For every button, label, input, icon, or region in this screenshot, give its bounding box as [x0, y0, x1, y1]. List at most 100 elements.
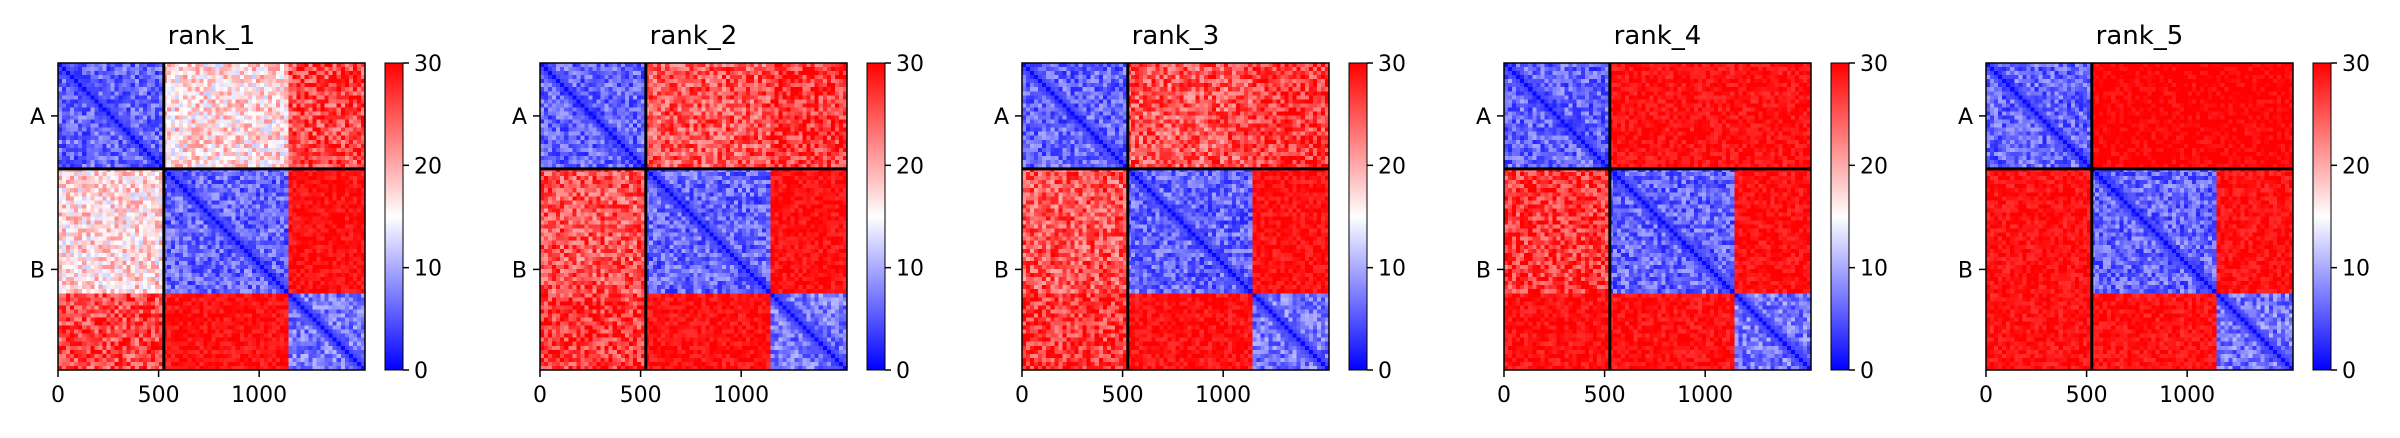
heatmap-cell	[231, 196, 237, 201]
heatmap-cell	[235, 321, 241, 327]
heatmap-cell	[66, 123, 71, 129]
heatmap-cell	[324, 293, 330, 298]
heatmap-cell	[304, 289, 310, 294]
heatmap-cell	[336, 244, 342, 250]
heatmap-cell	[352, 224, 358, 230]
heatmap-cell	[231, 155, 237, 161]
heatmap-cell	[255, 151, 261, 157]
heatmap-cell	[78, 159, 83, 165]
heatmap-cell	[215, 192, 221, 197]
heatmap-cell	[255, 87, 261, 92]
heatmap-cell	[348, 236, 354, 242]
heatmap-cell	[110, 131, 116, 137]
heatmap-cell	[360, 79, 366, 84]
heatmap-cell	[82, 83, 87, 88]
heatmap-cell	[235, 159, 241, 165]
heatmap-cell	[183, 163, 188, 169]
heatmap-cell	[167, 67, 172, 72]
heatmap-cell	[158, 216, 164, 222]
heatmap-cell	[106, 273, 112, 278]
heatmap-cell	[300, 87, 306, 92]
heatmap-cell	[70, 147, 75, 153]
heatmap-cell	[340, 212, 346, 218]
heatmap-cell	[122, 87, 128, 92]
heatmap-cell	[336, 63, 342, 68]
heatmap-cell	[179, 143, 184, 149]
heatmap-cell	[142, 260, 148, 266]
heatmap-cell	[264, 168, 269, 173]
heatmap-cell	[284, 63, 289, 68]
heatmap-cell	[158, 281, 164, 286]
heatmap-cell	[102, 188, 108, 193]
heatmap-cell	[106, 212, 112, 218]
heatmap-cell	[231, 83, 237, 88]
heatmap-cell	[316, 244, 322, 250]
heatmap-cell	[126, 212, 132, 218]
heatmap-cell	[122, 285, 128, 290]
heatmap-cell	[243, 285, 249, 290]
heatmap-cell	[66, 244, 71, 250]
heatmap-cell	[247, 159, 253, 165]
heatmap-cell	[276, 224, 281, 230]
heatmap-cell	[191, 63, 196, 68]
heatmap-cell	[86, 188, 91, 193]
heatmap-cell	[195, 63, 200, 68]
heatmap-cell	[179, 264, 184, 270]
heatmap-cell	[171, 155, 176, 161]
heatmap-cell	[243, 143, 249, 149]
heatmap-cell	[219, 321, 225, 327]
heatmap-cell	[304, 83, 310, 88]
heatmap-cell	[264, 119, 269, 125]
heatmap-cell	[268, 176, 273, 181]
heatmap-cell	[316, 269, 322, 274]
heatmap-cell	[171, 317, 176, 323]
heatmap-cell	[150, 188, 156, 193]
heatmap-cell	[340, 281, 346, 286]
heatmap-cell	[360, 172, 366, 177]
heatmap-cell	[231, 220, 237, 226]
heatmap-cell	[106, 99, 112, 104]
heatmap-cell	[243, 71, 249, 76]
heatmap-cell	[195, 159, 200, 165]
heatmap-cell	[219, 277, 225, 282]
heatmap-cell	[203, 79, 209, 84]
heatmap-cell	[146, 83, 152, 88]
heatmap-cell	[187, 212, 192, 218]
heatmap-cell	[82, 87, 87, 92]
heatmap-cell	[264, 264, 269, 270]
heatmap-cell	[284, 119, 289, 125]
heatmap-cell	[195, 220, 200, 226]
heatmap-cell	[235, 71, 241, 76]
heatmap-cell	[62, 91, 67, 96]
heatmap-cell	[163, 147, 168, 153]
heatmap-cell	[187, 305, 192, 311]
heatmap-cell	[134, 305, 140, 311]
heatmap-cell	[106, 228, 112, 234]
heatmap-cell	[207, 256, 213, 262]
heatmap-cell	[324, 75, 330, 80]
heatmap-cell	[150, 244, 156, 250]
heatmap-cell	[102, 232, 108, 238]
heatmap-cell	[110, 83, 116, 88]
heatmap-cell	[167, 285, 172, 290]
heatmap-cell	[239, 107, 245, 113]
heatmap-cell	[219, 220, 225, 226]
heatmap-cell	[70, 139, 75, 145]
heatmap-cell	[70, 119, 75, 125]
heatmap-cell	[280, 313, 285, 319]
heatmap-cell	[146, 293, 152, 298]
heatmap-cell	[146, 107, 152, 113]
heatmap-cell	[134, 147, 140, 153]
heatmap-cell	[276, 228, 281, 234]
heatmap-cell	[78, 131, 83, 137]
heatmap-cell	[268, 244, 273, 250]
heatmap-cell	[130, 273, 136, 278]
heatmap-cell	[304, 127, 310, 133]
heatmap-cell	[171, 269, 176, 274]
heatmap-cell	[235, 196, 241, 201]
heatmap-cell	[247, 228, 253, 234]
heatmap-cell	[130, 91, 136, 96]
heatmap-cell	[280, 188, 285, 193]
heatmap-cell	[82, 115, 87, 121]
heatmap-cell	[62, 285, 67, 290]
